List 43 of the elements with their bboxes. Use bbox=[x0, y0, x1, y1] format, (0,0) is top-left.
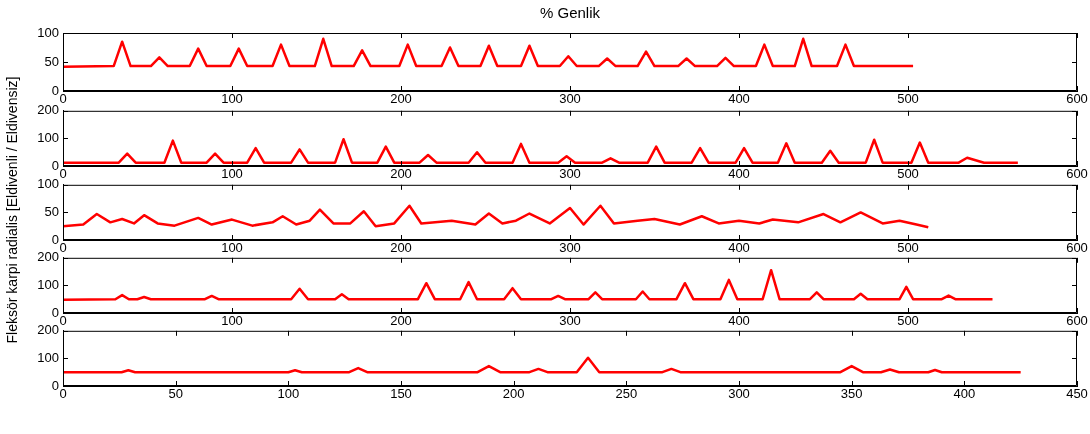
x-tick-label: 100 bbox=[221, 166, 243, 182]
x-tick-label: 450 bbox=[1066, 386, 1088, 402]
y-tick-label: 50 bbox=[44, 203, 59, 219]
x-tick-label: 300 bbox=[559, 166, 581, 182]
x-tick-label: 100 bbox=[221, 313, 243, 329]
x-tick-label: 200 bbox=[390, 240, 412, 256]
x-tick-label: 500 bbox=[897, 91, 919, 107]
y-tick-label: 100 bbox=[37, 276, 59, 292]
y-tick-label: 100 bbox=[37, 176, 59, 192]
x-tick-label: 400 bbox=[728, 313, 750, 329]
x-tick-label: 600 bbox=[1066, 91, 1088, 107]
x-tick-label: 400 bbox=[728, 240, 750, 256]
x-tick-label: 400 bbox=[728, 91, 750, 107]
x-tick-label: 200 bbox=[502, 386, 525, 402]
x-tick-label: 300 bbox=[559, 240, 581, 256]
x-tick-label: 500 bbox=[897, 313, 919, 329]
y-tick-label: 100 bbox=[37, 129, 59, 145]
x-tick-label: 300 bbox=[559, 313, 581, 329]
x-tick-label: 300 bbox=[728, 386, 750, 402]
x-tick-label: 200 bbox=[390, 313, 412, 329]
x-tick-label: 600 bbox=[1066, 166, 1088, 182]
x-tick-label: 600 bbox=[1066, 240, 1088, 256]
x-tick-label: 400 bbox=[728, 166, 750, 182]
x-tick-label: 500 bbox=[897, 240, 919, 256]
x-tick-label: 200 bbox=[390, 91, 412, 107]
y-axis-title: Fleksör karpi radialis [Eldivenli / Eldivensiz] bbox=[4, 76, 20, 344]
x-tick-label: 150 bbox=[390, 386, 412, 402]
y-tick-label: 100 bbox=[37, 24, 59, 40]
x-tick-label: 50 bbox=[168, 386, 183, 402]
x-tick-label: 600 bbox=[1066, 313, 1088, 329]
x-tick-label: 500 bbox=[897, 166, 919, 182]
chart-title: % Genlik bbox=[539, 4, 601, 22]
x-tick-label: 300 bbox=[559, 91, 581, 107]
y-tick-label: 50 bbox=[44, 53, 59, 69]
x-tick-label: 100 bbox=[277, 386, 300, 402]
x-tick-label: 100 bbox=[221, 240, 243, 256]
x-tick-label: 350 bbox=[840, 386, 863, 402]
x-tick-label: 200 bbox=[390, 166, 412, 182]
y-tick-label: 100 bbox=[37, 349, 59, 365]
y-tick-label: 200 bbox=[37, 102, 59, 118]
x-tick-label: 400 bbox=[953, 386, 976, 402]
x-tick-label: 250 bbox=[615, 386, 638, 402]
x-tick-label: 100 bbox=[221, 91, 243, 107]
